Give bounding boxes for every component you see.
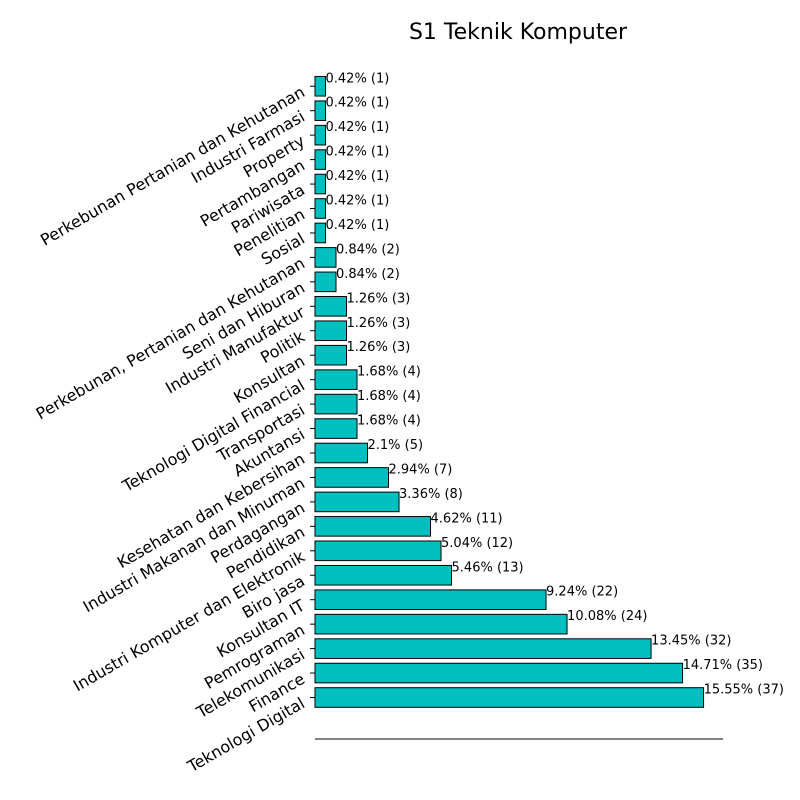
bar (314, 75, 326, 97)
bar (314, 687, 705, 708)
bar (314, 198, 326, 219)
data-label: 15.55% (37) (704, 683, 784, 698)
bar (314, 613, 568, 635)
bar (314, 124, 326, 146)
data-label: 3.36% (8) (399, 487, 463, 502)
data-label: 4.62% (11) (431, 511, 503, 526)
bar (314, 173, 326, 195)
data-label: 9.24% (22) (546, 585, 618, 600)
bar (314, 662, 684, 684)
data-labels-layer: 15.55% (37) 14.71% (35) 13.45% (32) 10.08% … (326, 71, 784, 697)
data-label: 0.42% (1) (326, 194, 390, 209)
data-label: 1.68% (4) (357, 365, 421, 380)
bar (314, 589, 547, 611)
data-label: 10.08% (24) (567, 609, 647, 624)
bar (314, 516, 432, 537)
bar (314, 271, 337, 293)
bar (314, 442, 369, 464)
bar (314, 369, 358, 390)
data-label: 0.42% (1) (326, 145, 390, 160)
bar (314, 540, 442, 562)
data-label: 0.42% (1) (326, 71, 390, 86)
bar (314, 344, 348, 366)
data-label: 0.84% (2) (336, 242, 400, 257)
data-label: 0.42% (1) (326, 96, 390, 111)
data-label: 1.68% (4) (357, 389, 421, 404)
bar (314, 491, 400, 513)
bar (314, 393, 358, 415)
data-label: 0.42% (1) (326, 169, 390, 184)
bar (314, 100, 326, 122)
bar (314, 638, 652, 659)
bar (314, 467, 390, 488)
category-labels-layer: Teknologi DigitalFinanceTelekomunikasiPe… (33, 82, 309, 776)
data-label: 1.26% (3) (347, 340, 411, 355)
data-label: 2.1% (5) (368, 438, 424, 453)
bar (314, 320, 348, 342)
data-label: 1.68% (4) (357, 414, 421, 429)
data-label: 5.04% (12) (441, 536, 513, 551)
data-label: 5.46% (13) (452, 560, 524, 575)
bar (314, 149, 326, 170)
data-label: 14.71% (35) (683, 658, 763, 673)
data-label: 2.94% (7) (389, 462, 453, 477)
chart-title: S1 Teknik Komputer (409, 20, 628, 45)
bar (314, 418, 358, 439)
data-label: 0.42% (1) (326, 218, 390, 233)
data-label: 0.42% (1) (326, 120, 390, 135)
bar (314, 296, 348, 317)
data-label: 1.26% (3) (347, 291, 411, 306)
data-label: 0.84% (2) (336, 267, 400, 282)
bar (314, 564, 453, 586)
data-label: 13.45% (32) (651, 634, 731, 649)
bar (314, 222, 326, 244)
y-ticks-layer (310, 85, 315, 698)
bar (314, 247, 337, 268)
data-label: 1.26% (3) (347, 316, 411, 331)
